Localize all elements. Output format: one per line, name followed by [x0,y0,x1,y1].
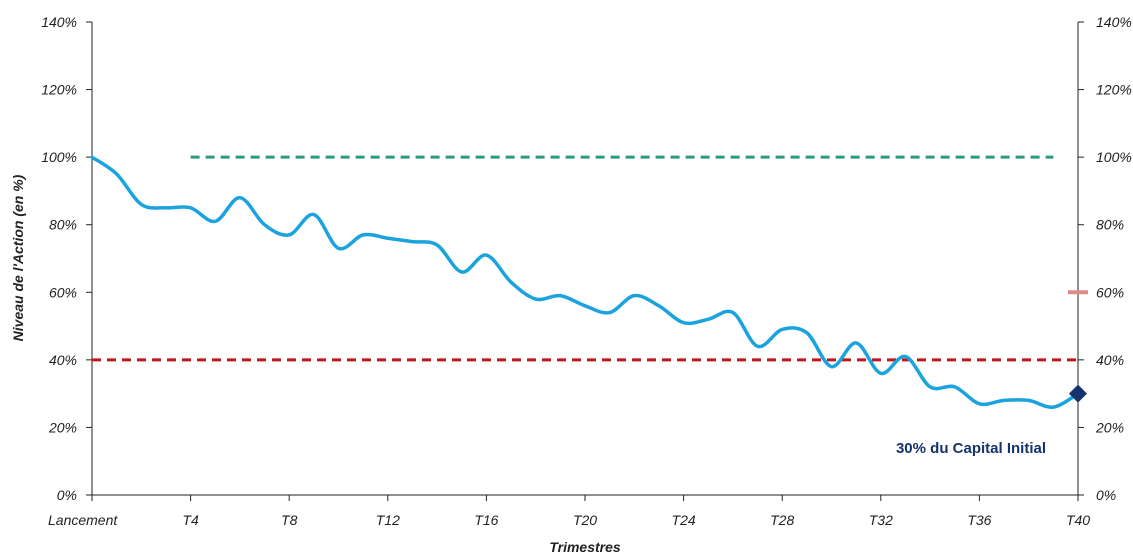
y-tick-label-right: 60% [1096,284,1124,300]
x-tick-label: T28 [770,512,794,528]
end-point-diamond [1069,384,1087,403]
y-tick-label-right: 0% [1096,487,1116,503]
x-tick-label: T12 [376,512,400,528]
y-tick-label-left: 120% [41,82,77,98]
x-tick-label: T4 [182,512,199,528]
x-tick-label: T20 [573,512,597,528]
y-tick-label-right: 20% [1095,419,1124,435]
y-tick-label-right: 140% [1096,14,1132,30]
y-tick-label-left: 60% [49,284,77,300]
y-tick-label-left: 20% [48,419,77,435]
x-tick-label: T36 [967,512,991,528]
axes-group: 0% 0% 20% 20% 40% 40% 60% 60% 80% 80% 100% 100% 120%… [41,14,1132,528]
x-axis-title: Trimestres [549,539,621,555]
y-tick-label-left: 80% [49,217,77,233]
series-group [90,155,1080,409]
y-axis-title: Niveau de l'Action (en %) [10,174,26,341]
y-tick-label-right: 120% [1096,82,1132,98]
y-tick-label-right: 40% [1096,352,1124,368]
reference-lines [92,155,1078,362]
x-tick-label: Lancement [48,512,118,528]
end-value-annotation: 30% du Capital Initial [896,440,1046,457]
y-tick-label-right: 80% [1096,217,1124,233]
markers-group [1068,290,1088,403]
x-tick-label: T32 [869,512,893,528]
y-tick-label-left: 140% [41,14,77,30]
x-tick-label: T8 [281,512,298,528]
stock-level-line [90,155,1080,409]
x-tick-label: T40 [1066,512,1090,528]
y-tick-label-right: 100% [1096,149,1132,165]
y-tick-label-left: 40% [49,352,77,368]
y-tick-label-left: 100% [41,149,77,165]
y-tick-label-left: 0% [57,487,77,503]
x-tick-label: T24 [672,512,696,528]
x-tick-label: T16 [474,512,498,528]
